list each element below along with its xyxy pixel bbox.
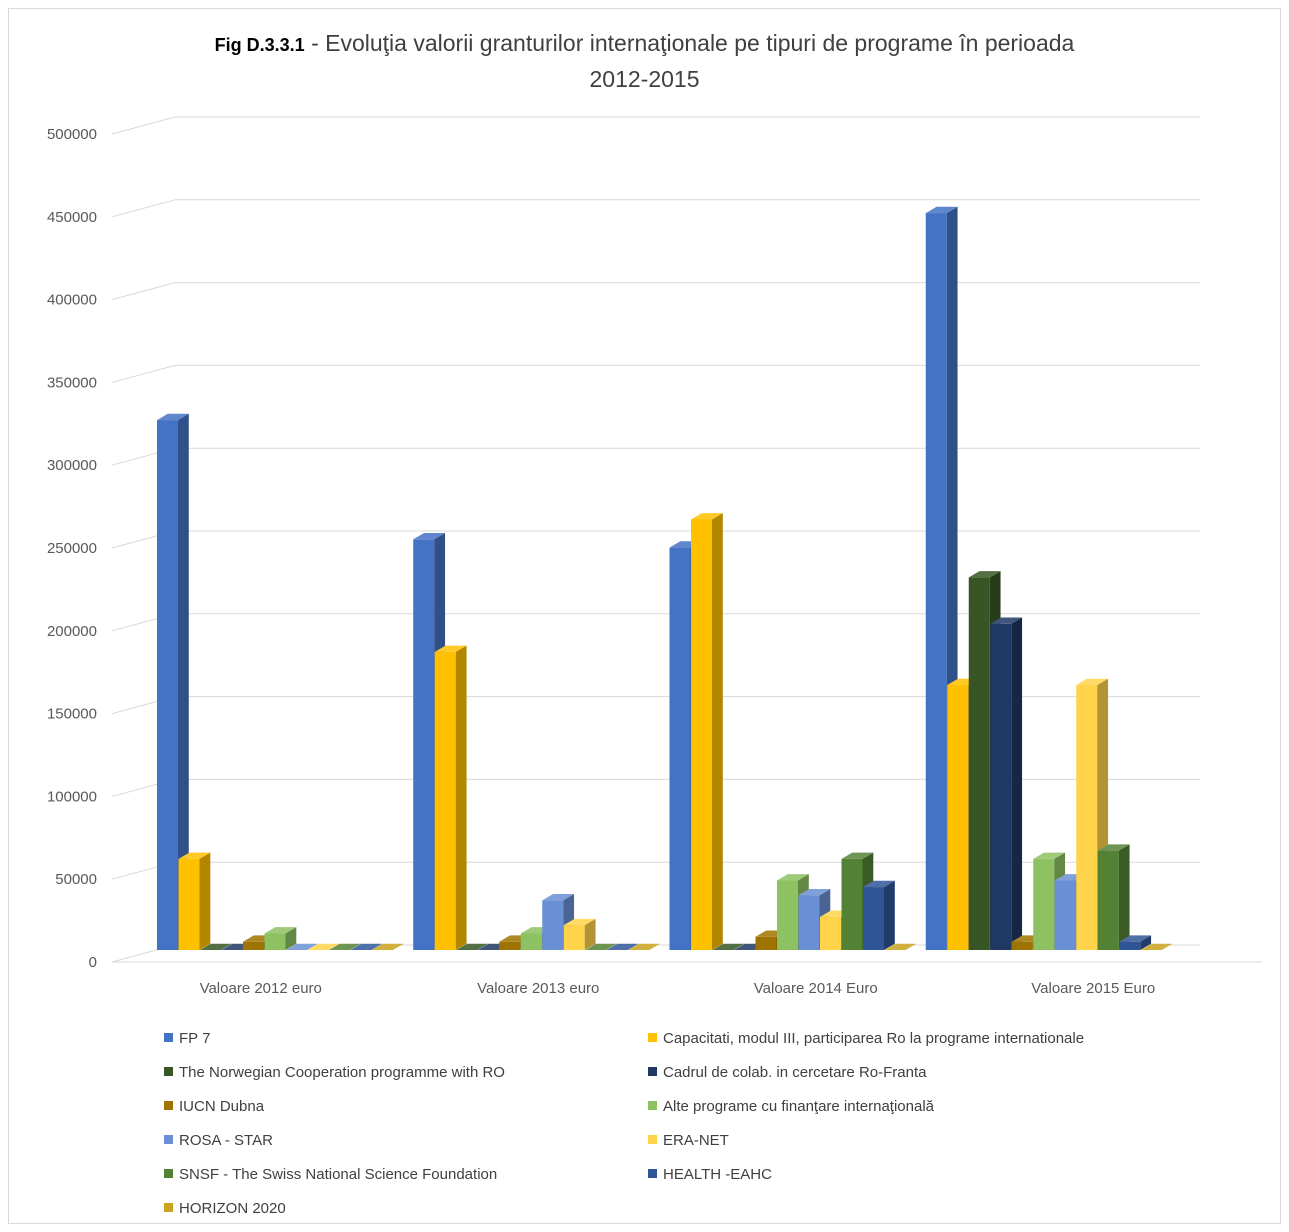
y-tick-label: 150000 [47,706,97,723]
chart-plot: 0 50000 100000 150000 200000 250000 300000 3500… [47,116,1262,997]
y-tick-label: 450000 [47,209,97,226]
bar-health-eahc-1 [606,943,639,950]
gridline-450000 [111,199,1200,218]
bar-the-norwegian-cooperation-programme-with-ro-2 [712,943,745,950]
y-tick-label: 400000 [47,292,97,309]
legend-swatch [648,1067,657,1076]
bar-horizon-2020-3 [1140,943,1173,950]
gridline-100000 [111,778,1200,797]
gridline-250000 [111,530,1200,549]
legend-item: Cadrul de colab. in cercetare Ro-Franta [648,1062,926,1084]
bar-the-norwegian-cooperation-programme-with-ro-1 [456,943,489,950]
gridline-400000 [111,282,1200,301]
bar-health-eahc-3 [1119,935,1152,950]
bar-snsf-the-swiss-national-science-foundation-1 [585,943,618,950]
legend-item: SNSF - The Swiss National Science Founda… [164,1164,497,1186]
legend-label: ROSA - STAR [179,1132,273,1149]
x-tick-label: Valoare 2014 Euro [754,980,878,997]
legend-swatch [648,1169,657,1178]
legend-swatch [648,1033,657,1042]
y-tick-label: 200000 [47,623,97,640]
gridline-350000 [111,364,1200,383]
x-tick-label: Valoare 2013 euro [477,980,599,997]
bar-capacitati-modul-iii-participarea-ro-la-programe-internationale-2 [691,513,723,950]
bar-rosa-star-0 [286,943,318,950]
legend-swatch [164,1101,173,1110]
gridline-500000 [111,116,1200,135]
legend-swatch [648,1135,657,1144]
bar-era-net-1 [563,918,596,950]
gridline-300000 [111,447,1200,466]
legend-label: Capacitati, modul III, participarea Ro l… [663,1030,1085,1047]
legend-item: The Norwegian Cooperation programme with… [164,1062,505,1084]
legend-swatch [164,1203,173,1212]
legend-swatch [164,1135,173,1144]
bars [157,206,1173,951]
x-tick-label: Valoare 2012 euro [200,980,322,997]
y-tick-label: 100000 [47,788,97,805]
y-tick-label: 50000 [55,871,97,888]
bar-alte-programe-cu-finan-are-interna-ional--0 [264,927,297,950]
bar-capacitati-modul-iii-participarea-ro-la-programe-internationale-1 [434,645,467,950]
gridline-150000 [111,696,1200,715]
legend-swatch [164,1169,173,1178]
bar-fp-7-0 [157,413,189,951]
bar-horizon-2020-2 [884,943,917,950]
y-tick-label: 0 [89,954,97,971]
bar-capacitati-modul-iii-participarea-ro-la-programe-internationale-0 [178,852,211,950]
legend-label: Cadrul de colab. in cercetare Ro-Franta [663,1064,927,1081]
legend-label: FP 7 [179,1030,211,1047]
legend-label: SNSF - The Swiss National Science Founda… [179,1166,498,1183]
title-line-2: 2012-2015 [589,66,700,92]
legend-item: ERA-NET [648,1130,729,1152]
chart-frame [8,8,1281,1224]
y-tick-label: 500000 [47,126,97,143]
y-tick-label: 250000 [47,540,97,557]
legend-label: ERA-NET [663,1132,729,1149]
bar-snsf-the-swiss-national-science-foundation-0 [329,943,361,950]
legend-label: HEALTH -EAHC [663,1166,772,1183]
y-tick-label: 300000 [47,457,97,474]
legend-label: Alte programe cu finanţare internaţional… [663,1098,934,1115]
title-line-1: - Evoluţia valorii granturilor internaţi… [304,30,1075,56]
bar-snsf-the-swiss-national-science-foundation-3 [1097,844,1130,950]
legend-label: The Norwegian Cooperation programme with… [179,1064,505,1081]
bar-health-eahc-0 [350,943,383,950]
bar-horizon-2020-0 [372,943,404,950]
bar-cadrul-de-colab-in-cercetare-ro-franta-3 [990,617,1023,950]
legend-item: IUCN Dubna [164,1096,264,1118]
bar-the-norwegian-cooperation-programme-with-ro-0 [200,943,232,950]
x-tick-label: Valoare 2015 Euro [1031,980,1155,997]
legend-swatch [648,1101,657,1110]
y-axis-ticks: 0 50000 100000 150000 200000 250000 300000 3500… [47,126,97,971]
legend-label: HORIZON 2020 [179,1200,286,1217]
legend-swatch [164,1033,173,1042]
y-tick-label: 350000 [47,374,97,391]
legend-item: HEALTH -EAHC [648,1164,772,1186]
legend-item: HORIZON 2020 [164,1198,286,1220]
gridline-200000 [111,613,1200,632]
x-axis-ticks: Valoare 2012 euro Valoare 2013 euro Valoar… [200,980,1156,997]
figure-code: Fig D.3.3.1 [214,35,305,55]
bar-era-net-0 [307,943,340,950]
legend-item: Capacitati, modul III, participarea Ro l… [648,1028,1084,1050]
legend-item: FP 7 [164,1028,210,1050]
legend-item: Alte programe cu finanţare internaţional… [648,1096,934,1118]
chart-title: Fig D.3.3.1 - Evoluţia valorii granturil… [0,26,1289,96]
bar-horizon-2020-1 [628,943,661,950]
legend-swatch [164,1067,173,1076]
legend-label: IUCN Dubna [179,1098,265,1115]
legend-item: ROSA - STAR [164,1130,273,1152]
bar-health-eahc-2 [863,880,895,950]
